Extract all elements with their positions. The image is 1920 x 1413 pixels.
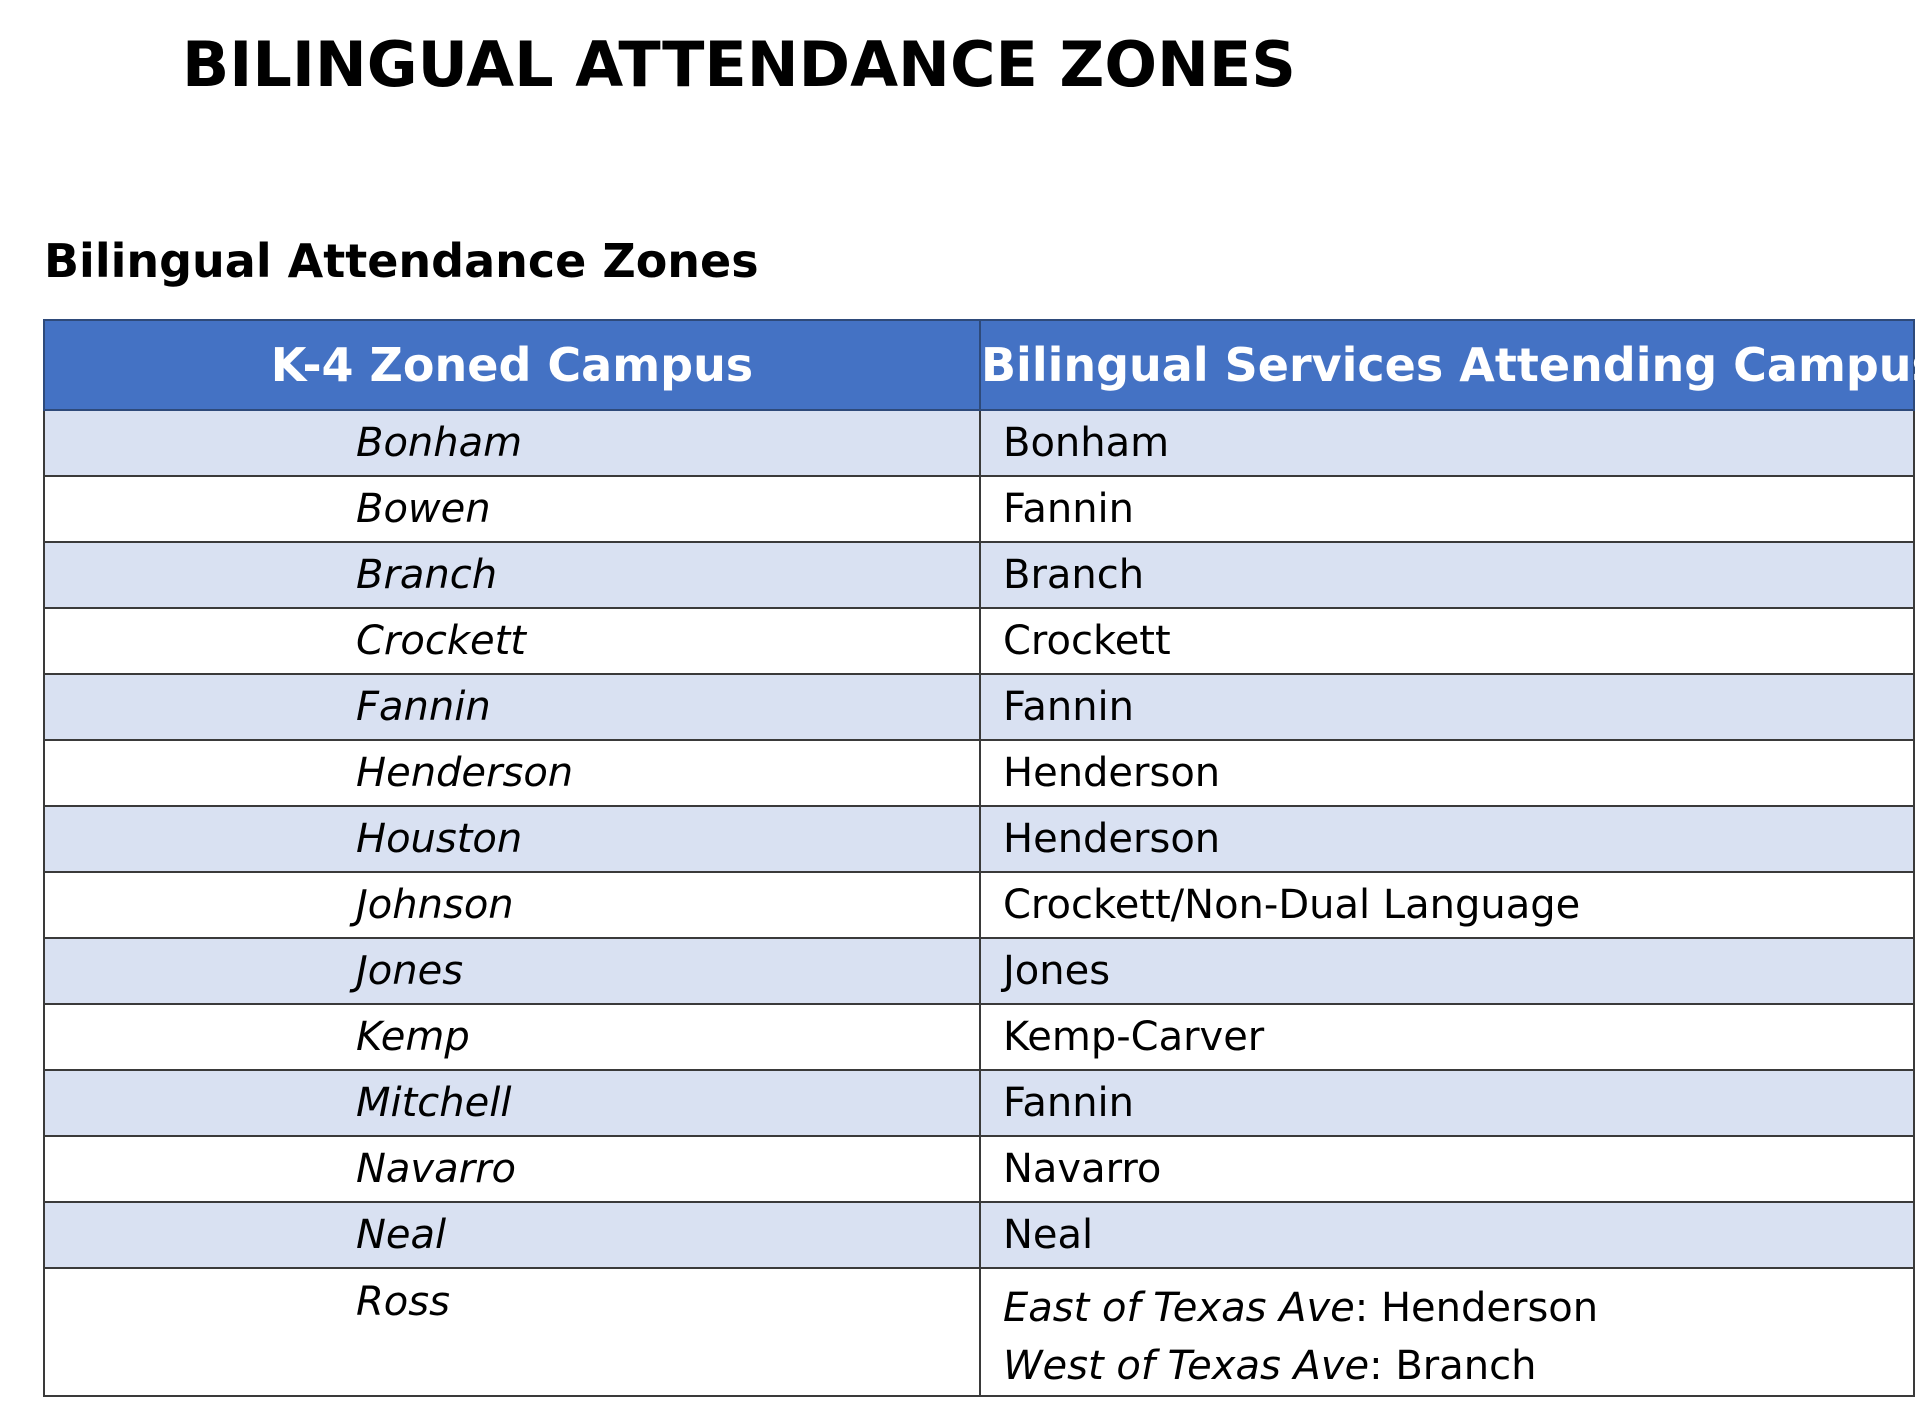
east-zone-line: East of Texas Ave: Henderson [1003,1279,1913,1337]
attendance-zones-table: K-4 Zoned Campus Bilingual Services Atte… [43,319,1920,1397]
zoned-campus-cell: Bonham [43,409,981,477]
table-row: Bowen Fannin [43,475,1915,543]
attending-campus-cell: Kemp-Carver [979,1003,1915,1071]
table-row: Jones Jones [43,937,1915,1005]
zoned-campus-cell: Ross [43,1267,981,1397]
table-row: Houston Henderson [43,805,1915,873]
zoned-campus-cell: Mitchell [43,1069,981,1137]
zoned-campus-cell: Navarro [43,1135,981,1203]
attending-campus-cell: Neal [979,1201,1915,1269]
table-row: Branch Branch [43,541,1915,609]
table-row-ross: Ross East of Texas Ave: Henderson West o… [43,1267,1915,1397]
zoned-campus-cell: Houston [43,805,981,873]
zone-area-label: West of Texas Ave [1003,1343,1370,1389]
zoned-campus-cell: Johnson [43,871,981,939]
attending-campus-cell: Bonham [979,409,1915,477]
attending-campus-cell: Navarro [979,1135,1915,1203]
section-title: Bilingual Attendance Zones [44,234,759,288]
zoned-campus-cell: Bowen [43,475,981,543]
zoned-campus-cell: Fannin [43,673,981,741]
zoned-campus-cell: Branch [43,541,981,609]
attending-campus-cell: Fannin [979,673,1915,741]
attending-campus-cell-split: East of Texas Ave: Henderson West of Tex… [979,1267,1915,1397]
attending-campus-cell: Jones [979,937,1915,1005]
attending-campus-cell: Fannin [979,475,1915,543]
table-row: Crockett Crockett [43,607,1915,675]
column-header-attending-campus: Bilingual Services Attending Campus [979,319,1920,411]
table-row: Mitchell Fannin [43,1069,1915,1137]
attending-campus-cell: Branch [979,541,1915,609]
zoned-campus-cell: Henderson [43,739,981,807]
zoned-campus-cell: Jones [43,937,981,1005]
attending-campus-cell: Henderson [979,805,1915,873]
table-row: Neal Neal [43,1201,1915,1269]
zoned-campus-cell: Crockett [43,607,981,675]
table-row: Fannin Fannin [43,673,1915,741]
document-title: BILINGUAL ATTENDANCE ZONES [182,28,1296,101]
zoned-campus-cell: Kemp [43,1003,981,1071]
west-zone-line: West of Texas Ave: Branch [1003,1337,1913,1395]
attending-campus-cell: Crockett/Non-Dual Language [979,871,1915,939]
table-row: Bonham Bonham [43,409,1915,477]
column-header-zoned-campus: K-4 Zoned Campus [43,319,981,411]
table-row: Kemp Kemp-Carver [43,1003,1915,1071]
table-row: Navarro Navarro [43,1135,1915,1203]
header-row: K-4 Zoned Campus Bilingual Services Atte… [43,319,1920,411]
attending-campus-cell: Crockett [979,607,1915,675]
zone-campus-value: : Henderson [1354,1285,1599,1331]
zoned-campus-cell: Neal [43,1201,981,1269]
table-row: Henderson Henderson [43,739,1915,807]
attending-campus-cell: Henderson [979,739,1915,807]
table-row: Johnson Crockett/Non-Dual Language [43,871,1915,939]
attending-campus-cell: Fannin [979,1069,1915,1137]
zone-area-label: East of Texas Ave [1003,1285,1355,1331]
zone-campus-value: : Branch [1369,1343,1537,1389]
table-body: Bonham Bonham Bowen Fannin Branch Branch… [43,409,1915,1397]
table-header: K-4 Zoned Campus Bilingual Services Atte… [43,319,1920,411]
